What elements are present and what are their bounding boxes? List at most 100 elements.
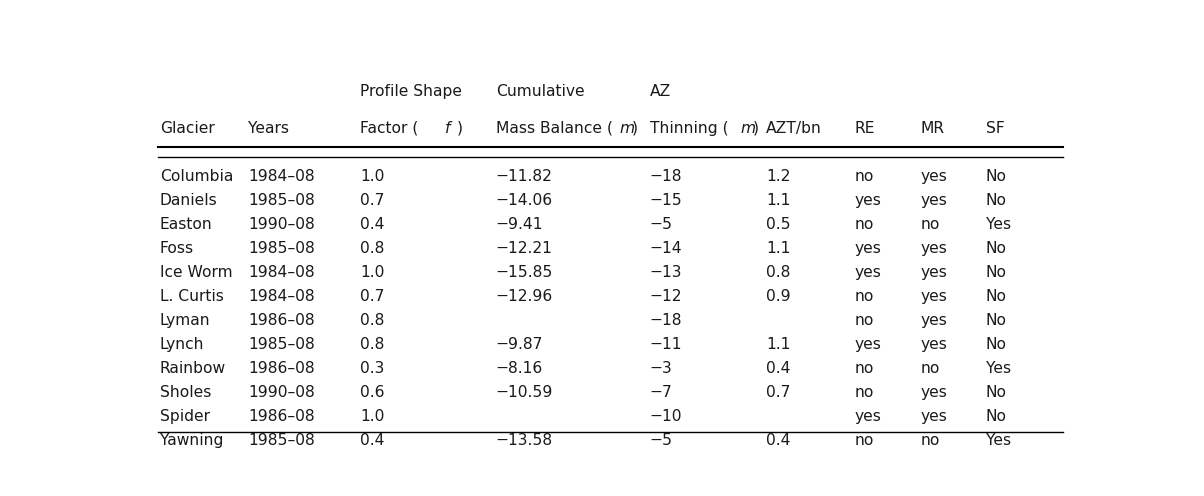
Text: −9.41: −9.41 <box>496 217 543 232</box>
Text: 0.7: 0.7 <box>360 192 385 207</box>
Text: No: No <box>986 169 1007 184</box>
Text: no: no <box>855 433 874 448</box>
Text: 1990–08: 1990–08 <box>248 217 315 232</box>
Text: Foss: Foss <box>160 241 194 256</box>
Text: 0.4: 0.4 <box>360 217 385 232</box>
Text: −13: −13 <box>650 265 683 280</box>
Text: no: no <box>920 217 939 232</box>
Text: −11: −11 <box>650 337 683 352</box>
Text: −10: −10 <box>650 409 683 424</box>
Text: yes: yes <box>855 337 881 352</box>
Text: 0.5: 0.5 <box>767 217 791 232</box>
Text: yes: yes <box>920 169 948 184</box>
Text: f: f <box>445 121 450 136</box>
Text: yes: yes <box>920 192 948 207</box>
Text: 1.2: 1.2 <box>767 169 791 184</box>
Text: no: no <box>855 289 874 304</box>
Text: −15: −15 <box>650 192 683 207</box>
Text: Ice Worm: Ice Worm <box>160 265 232 280</box>
Text: Easton: Easton <box>160 217 213 232</box>
Text: −15.85: −15.85 <box>496 265 553 280</box>
Text: yes: yes <box>855 241 881 256</box>
Text: 1.1: 1.1 <box>767 192 791 207</box>
Text: 1.1: 1.1 <box>767 337 791 352</box>
Text: SF: SF <box>986 121 1004 136</box>
Text: Sholes: Sholes <box>160 385 211 400</box>
Text: −7: −7 <box>650 385 673 400</box>
Text: Mass Balance (: Mass Balance ( <box>496 121 613 136</box>
Text: no: no <box>855 217 874 232</box>
Text: −18: −18 <box>650 313 683 328</box>
Text: 1984–08: 1984–08 <box>248 265 315 280</box>
Text: 0.9: 0.9 <box>767 289 791 304</box>
Text: Yes: Yes <box>986 361 1010 376</box>
Text: No: No <box>986 409 1007 424</box>
Text: −13.58: −13.58 <box>496 433 553 448</box>
Text: Yes: Yes <box>986 433 1010 448</box>
Text: −9.87: −9.87 <box>496 337 543 352</box>
Text: Yes: Yes <box>986 217 1010 232</box>
Text: yes: yes <box>920 241 948 256</box>
Text: 0.8: 0.8 <box>767 265 791 280</box>
Text: 1984–08: 1984–08 <box>248 169 315 184</box>
Text: 1.1: 1.1 <box>767 241 791 256</box>
Text: −5: −5 <box>650 217 673 232</box>
Text: Factor (: Factor ( <box>360 121 419 136</box>
Text: 0.4: 0.4 <box>360 433 385 448</box>
Text: 1985–08: 1985–08 <box>248 337 315 352</box>
Text: 1.0: 1.0 <box>360 409 385 424</box>
Text: No: No <box>986 337 1007 352</box>
Text: Rainbow: Rainbow <box>160 361 226 376</box>
Text: Lynch: Lynch <box>160 337 205 352</box>
Text: 1.0: 1.0 <box>360 265 385 280</box>
Text: −14.06: −14.06 <box>496 192 553 207</box>
Text: Columbia: Columbia <box>160 169 234 184</box>
Text: no: no <box>855 169 874 184</box>
Text: 0.6: 0.6 <box>360 385 385 400</box>
Text: No: No <box>986 313 1007 328</box>
Text: m: m <box>620 121 635 136</box>
Text: 0.7: 0.7 <box>767 385 791 400</box>
Text: −8.16: −8.16 <box>496 361 543 376</box>
Text: no: no <box>855 313 874 328</box>
Text: 1.0: 1.0 <box>360 169 385 184</box>
Text: yes: yes <box>920 385 948 400</box>
Text: RE: RE <box>855 121 875 136</box>
Text: 1986–08: 1986–08 <box>248 313 315 328</box>
Text: 1990–08: 1990–08 <box>248 385 315 400</box>
Text: yes: yes <box>855 265 881 280</box>
Text: yes: yes <box>920 337 948 352</box>
Text: 1984–08: 1984–08 <box>248 289 315 304</box>
Text: −11.82: −11.82 <box>496 169 553 184</box>
Text: L. Curtis: L. Curtis <box>160 289 224 304</box>
Text: Yawning: Yawning <box>160 433 223 448</box>
Text: AZT/bn: AZT/bn <box>767 121 822 136</box>
Text: ): ) <box>632 121 638 136</box>
Text: ): ) <box>752 121 759 136</box>
Text: No: No <box>986 192 1007 207</box>
Text: AZ: AZ <box>650 84 671 100</box>
Text: −18: −18 <box>650 169 683 184</box>
Text: 1986–08: 1986–08 <box>248 409 315 424</box>
Text: Lyman: Lyman <box>160 313 211 328</box>
Text: −5: −5 <box>650 433 673 448</box>
Text: −12.21: −12.21 <box>496 241 553 256</box>
Text: 0.7: 0.7 <box>360 289 385 304</box>
Text: 1985–08: 1985–08 <box>248 192 315 207</box>
Text: 0.8: 0.8 <box>360 241 385 256</box>
Text: No: No <box>986 289 1007 304</box>
Text: −12.96: −12.96 <box>496 289 553 304</box>
Text: −3: −3 <box>650 361 673 376</box>
Text: no: no <box>855 385 874 400</box>
Text: yes: yes <box>920 313 948 328</box>
Text: Daniels: Daniels <box>160 192 218 207</box>
Text: 1986–08: 1986–08 <box>248 361 315 376</box>
Text: No: No <box>986 265 1007 280</box>
Text: 0.4: 0.4 <box>767 361 791 376</box>
Text: no: no <box>920 361 939 376</box>
Text: MR: MR <box>920 121 944 136</box>
Text: yes: yes <box>855 192 881 207</box>
Text: Cumulative: Cumulative <box>496 84 584 100</box>
Text: 0.3: 0.3 <box>360 361 385 376</box>
Text: Thinning (: Thinning ( <box>650 121 728 136</box>
